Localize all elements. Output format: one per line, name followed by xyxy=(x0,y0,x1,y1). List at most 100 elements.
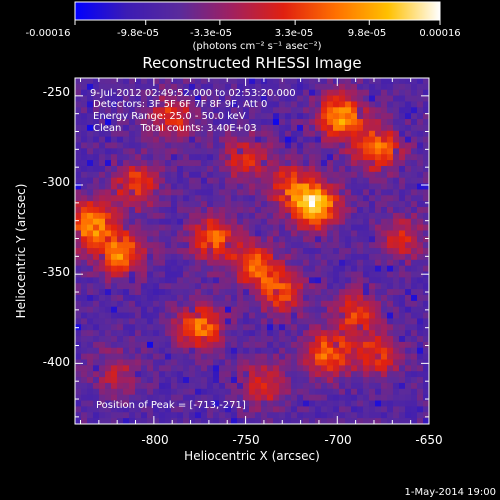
heatmap-cell xyxy=(255,300,262,308)
heatmap-cell xyxy=(141,224,148,232)
heatmap-cell xyxy=(339,148,346,155)
heatmap-cell xyxy=(129,236,136,243)
heatmap-cell xyxy=(303,312,310,320)
heatmap-cell xyxy=(93,283,100,290)
heatmap-cell xyxy=(381,265,388,273)
heatmap-cell xyxy=(351,107,358,114)
heatmap-cell xyxy=(279,201,286,208)
heatmap-cell xyxy=(357,89,364,97)
heatmap-cell xyxy=(327,253,334,261)
heatmap-cell xyxy=(351,165,358,173)
heatmap-cell xyxy=(399,95,406,103)
heatmap-cell xyxy=(399,347,406,355)
heatmap-cell xyxy=(213,406,220,413)
heatmap-cell xyxy=(243,183,250,191)
heatmap-cell xyxy=(369,318,376,325)
heatmap-cell xyxy=(285,189,292,196)
heatmap-cell xyxy=(213,388,220,396)
heatmap-cell xyxy=(243,189,250,196)
heatmap-cell xyxy=(375,377,382,384)
heatmap-cell xyxy=(285,371,292,378)
heatmap-cell xyxy=(375,83,382,91)
heatmap-cell xyxy=(321,341,328,349)
heatmap-cell xyxy=(87,212,94,220)
heatmap-cell xyxy=(411,212,418,220)
heatmap-cell xyxy=(99,119,106,126)
heatmap-cell xyxy=(267,236,274,243)
heatmap-cell xyxy=(213,78,220,85)
heatmap-cell xyxy=(339,324,346,331)
heatmap-cell xyxy=(255,224,262,232)
heatmap-cell xyxy=(75,101,82,108)
heatmap-cell xyxy=(183,324,190,331)
heatmap-cell xyxy=(387,101,394,108)
heatmap-cell xyxy=(219,201,226,208)
heatmap-cell xyxy=(231,78,238,85)
heatmap-cell xyxy=(327,394,334,402)
heatmap-cell xyxy=(327,78,334,85)
heatmap-cell xyxy=(177,318,184,325)
heatmap-cell xyxy=(231,418,238,424)
heatmap-cell xyxy=(231,136,238,144)
heatmap-cell xyxy=(333,330,340,337)
heatmap-cell xyxy=(273,242,280,249)
heatmap-cell xyxy=(171,201,178,208)
heatmap-cell xyxy=(93,130,100,138)
heatmap-cell xyxy=(255,382,262,390)
heatmap-cell xyxy=(225,236,232,243)
heatmap-cell xyxy=(417,406,424,413)
heatmap-cell xyxy=(255,377,262,384)
heatmap-cell xyxy=(417,259,424,267)
heatmap-cell xyxy=(117,107,124,114)
heatmap-cell xyxy=(387,148,394,155)
heatmap-cell xyxy=(321,119,328,126)
heatmap-cell xyxy=(117,330,124,337)
heatmap-cell xyxy=(339,189,346,196)
heatmap-cell xyxy=(309,271,316,278)
heatmap-cell xyxy=(105,289,112,296)
heatmap-cell xyxy=(291,142,298,149)
heatmap-cell xyxy=(225,312,232,320)
heatmap-cell xyxy=(147,312,154,320)
heatmap-cell xyxy=(141,418,148,424)
heatmap-cell xyxy=(321,324,328,331)
heatmap-cell xyxy=(375,148,382,155)
heatmap-cell xyxy=(255,318,262,325)
heatmap-cell xyxy=(321,136,328,144)
annotation-clean-counts: Clean Total counts: 3.40E+03 xyxy=(93,123,257,134)
heatmap-cell xyxy=(111,177,118,185)
heatmap-cell xyxy=(369,324,376,331)
heatmap-cell xyxy=(345,230,352,237)
heatmap-cell xyxy=(201,83,208,91)
heatmap-cell xyxy=(75,406,82,413)
heatmap-cell xyxy=(207,171,214,179)
heatmap-cell xyxy=(99,271,106,278)
heatmap-cell xyxy=(363,418,370,424)
heatmap-cell xyxy=(261,107,268,114)
heatmap-cell xyxy=(315,183,322,191)
heatmap-cell xyxy=(165,148,172,155)
heatmap-cell xyxy=(129,283,136,290)
heatmap-cell xyxy=(321,359,328,366)
heatmap-cell xyxy=(249,312,256,320)
heatmap-cell xyxy=(165,160,172,167)
heatmap-cell xyxy=(135,294,142,302)
heatmap-cell xyxy=(225,160,232,167)
heatmap-cell xyxy=(207,289,214,296)
heatmap-cell xyxy=(363,330,370,337)
heatmap-cell xyxy=(201,318,208,325)
heatmap-cell xyxy=(135,271,142,278)
heatmap-cell xyxy=(327,388,334,396)
heatmap-cell xyxy=(141,124,148,132)
heatmap-cell xyxy=(369,218,376,226)
heatmap-cell xyxy=(207,388,214,396)
heatmap-cell xyxy=(231,271,238,278)
heatmap-cell xyxy=(153,212,160,220)
heatmap-cell xyxy=(165,218,172,226)
heatmap-cell xyxy=(285,271,292,278)
heatmap-cell xyxy=(135,418,142,424)
heatmap-cell xyxy=(405,195,412,202)
heatmap-cell xyxy=(345,119,352,126)
heatmap-cell xyxy=(123,83,130,91)
heatmap-cell xyxy=(153,341,160,349)
